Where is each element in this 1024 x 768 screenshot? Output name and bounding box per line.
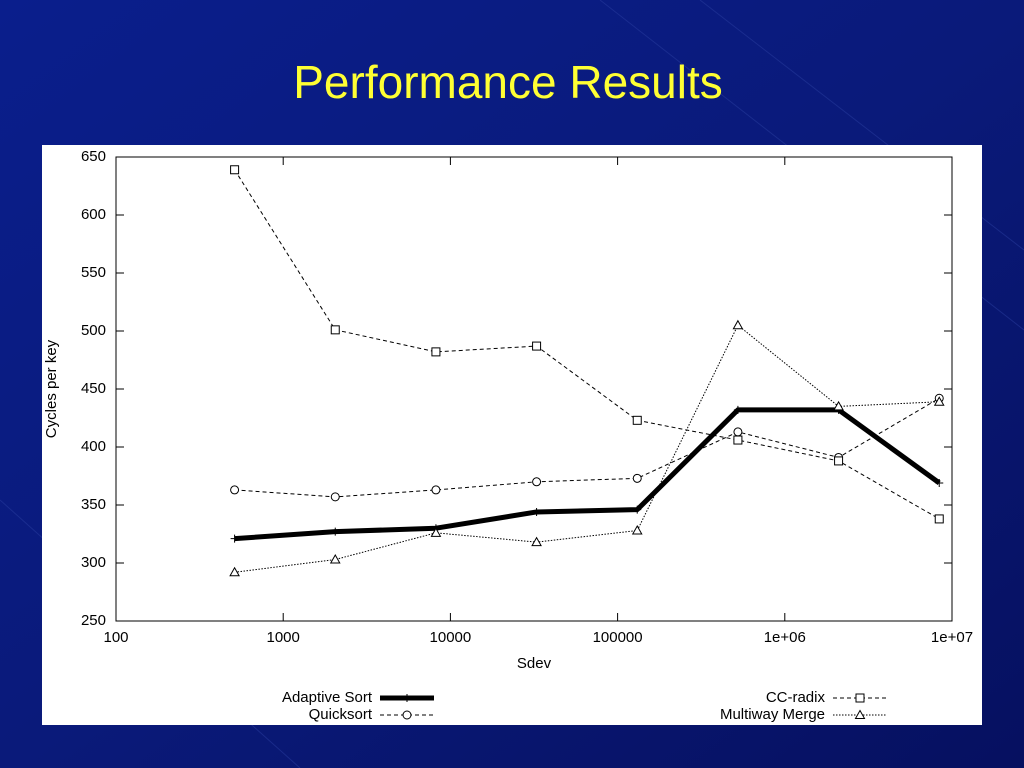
- x-tick-label: 1e+06: [764, 629, 806, 646]
- series-line: [234, 397, 940, 498]
- marker: [330, 492, 340, 502]
- marker: [933, 396, 945, 406]
- marker: [935, 478, 944, 487]
- legend-marker: [854, 709, 866, 719]
- x-tick-label: 1e+07: [931, 629, 973, 646]
- marker: [733, 405, 742, 414]
- marker: [834, 456, 844, 466]
- marker: [733, 427, 743, 437]
- x-tick-label: 100000: [593, 629, 643, 646]
- legend-label: Adaptive Sort: [282, 689, 373, 706]
- marker: [833, 400, 844, 411]
- y-tick-label: 500: [81, 322, 106, 339]
- legend-marker: [855, 693, 865, 703]
- marker: [934, 514, 944, 524]
- marker: [532, 477, 542, 487]
- marker: [431, 347, 441, 357]
- y-tick-label: 600: [81, 206, 106, 223]
- chart-panel: [42, 145, 982, 725]
- legend-marker: [402, 710, 412, 720]
- marker: [230, 485, 240, 495]
- marker: [430, 527, 442, 537]
- marker: [331, 527, 340, 536]
- marker: [632, 473, 642, 483]
- y-tick-label: 400: [81, 438, 106, 455]
- marker: [532, 341, 542, 351]
- marker: [531, 536, 542, 547]
- y-tick-label: 650: [81, 148, 106, 165]
- legend-label: CC-radix: [766, 689, 826, 706]
- marker: [329, 554, 341, 564]
- marker: [230, 534, 239, 543]
- marker: [733, 435, 743, 445]
- marker: [230, 165, 240, 175]
- y-tick-label: 550: [81, 264, 106, 281]
- marker: [633, 505, 642, 514]
- legend-marker: [403, 694, 411, 702]
- marker: [431, 485, 441, 495]
- y-tick-label: 350: [81, 496, 106, 513]
- marker: [631, 525, 643, 535]
- marker: [632, 415, 642, 425]
- marker: [330, 325, 340, 335]
- x-tick-label: 10000: [430, 629, 472, 646]
- x-tick-label: 100: [103, 629, 128, 646]
- legend-label: Multiway Merge: [720, 706, 825, 723]
- x-tick-label: 1000: [267, 629, 300, 646]
- series-line: [234, 169, 940, 520]
- marker: [229, 566, 240, 577]
- y-axis-label: Cycles per key: [43, 339, 60, 438]
- y-tick-label: 250: [81, 612, 106, 629]
- y-tick-label: 300: [81, 554, 106, 571]
- marker: [732, 319, 744, 330]
- legend-label: Quicksort: [309, 706, 373, 723]
- marker: [532, 507, 541, 516]
- series-line: [234, 407, 941, 542]
- slide-title: Performance Results: [293, 56, 723, 108]
- y-tick-label: 450: [81, 380, 106, 397]
- x-axis-label: Sdev: [517, 655, 552, 672]
- series-line: [234, 324, 940, 573]
